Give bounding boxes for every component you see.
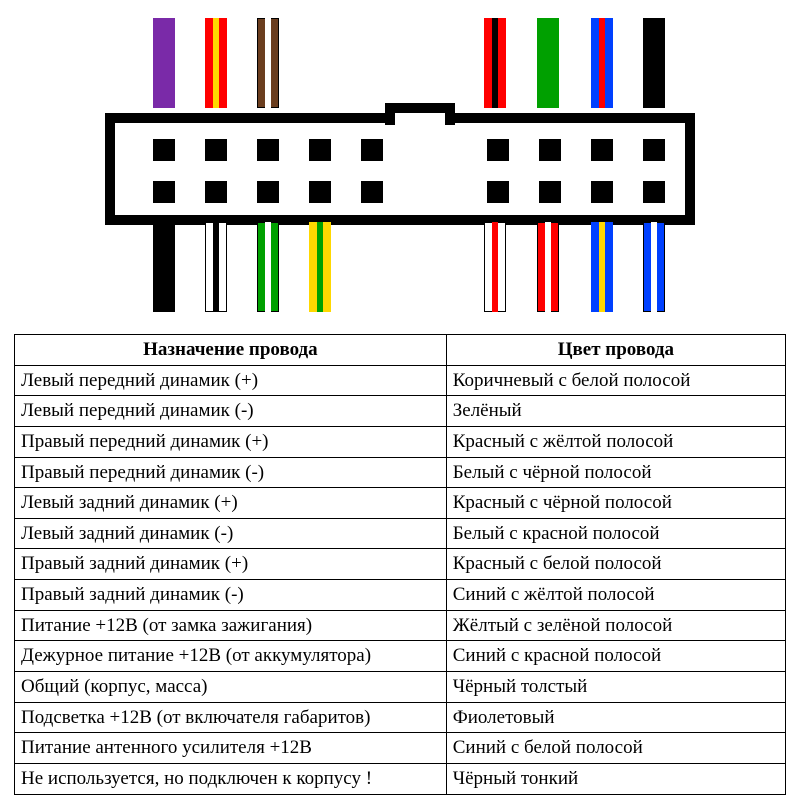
connector-body <box>105 103 695 225</box>
pin <box>539 181 561 203</box>
cell-color: Красный с белой полосой <box>446 549 785 580</box>
cell-purpose: Левый задний динамик (-) <box>15 518 447 549</box>
header-purpose: Назначение провода <box>15 335 447 366</box>
pin <box>309 139 331 161</box>
cell-purpose: Правый передний динамик (-) <box>15 457 447 488</box>
wire <box>257 222 279 312</box>
wire <box>484 18 506 108</box>
pin <box>205 181 227 203</box>
header-color: Цвет провода <box>446 335 785 366</box>
table-row: Левый передний динамик (+)Коричневый с б… <box>15 365 786 396</box>
wire <box>309 222 331 312</box>
pin <box>487 139 509 161</box>
table-row: Левый передний динамик (-)Зелёный <box>15 396 786 427</box>
wire <box>153 18 175 108</box>
cell-purpose: Правый задний динамик (+) <box>15 549 447 580</box>
connector-diagram <box>0 0 800 330</box>
pin <box>539 139 561 161</box>
table-row: Левый задний динамик (-)Белый с красной … <box>15 518 786 549</box>
cell-purpose: Подсветка +12В (от включателя габаритов) <box>15 702 447 733</box>
wire <box>537 18 559 108</box>
cell-purpose: Общий (корпус, масса) <box>15 672 447 703</box>
cell-purpose: Питание +12В (от замка зажигания) <box>15 610 447 641</box>
table-row: Правый задний динамик (+)Красный с белой… <box>15 549 786 580</box>
table-row: Питание +12В (от замка зажигания)Жёлтый … <box>15 610 786 641</box>
pin <box>205 139 227 161</box>
table-row: Не используется, но подключен к корпусу … <box>15 763 786 794</box>
wire <box>537 222 559 312</box>
cell-color: Синий с белой полосой <box>446 733 785 764</box>
wire <box>591 222 613 312</box>
cell-color: Красный с жёлтой полосой <box>446 426 785 457</box>
wire <box>591 18 613 108</box>
cell-purpose: Левый задний динамик (+) <box>15 488 447 519</box>
cell-purpose: Левый передний динамик (-) <box>15 396 447 427</box>
table-row: Правый задний динамик (-)Синий с жёлтой … <box>15 580 786 611</box>
pin <box>591 181 613 203</box>
cell-purpose: Не используется, но подключен к корпусу … <box>15 763 447 794</box>
cell-color: Чёрный толстый <box>446 672 785 703</box>
table-row: Левый задний динамик (+)Красный с чёрной… <box>15 488 786 519</box>
pin <box>361 181 383 203</box>
cell-color: Синий с жёлтой полосой <box>446 580 785 611</box>
pin <box>257 139 279 161</box>
wire <box>257 18 279 108</box>
cell-color: Зелёный <box>446 396 785 427</box>
cell-color: Коричневый с белой полосой <box>446 365 785 396</box>
cell-color: Синий с красной полосой <box>446 641 785 672</box>
cell-color: Чёрный тонкий <box>446 763 785 794</box>
table-row: Правый передний динамик (+)Красный с жёл… <box>15 426 786 457</box>
pin <box>153 181 175 203</box>
connector-shell <box>105 113 695 225</box>
cell-color: Белый с чёрной полосой <box>446 457 785 488</box>
cell-purpose: Правый задний динамик (-) <box>15 580 447 611</box>
connector-notch <box>385 103 455 125</box>
cell-color: Фиолетовый <box>446 702 785 733</box>
pin <box>257 181 279 203</box>
table-row: Дежурное питание +12В (от аккумулятора)С… <box>15 641 786 672</box>
pin <box>153 139 175 161</box>
pin <box>309 181 331 203</box>
cell-color: Жёлтый с зелёной полосой <box>446 610 785 641</box>
pin <box>591 139 613 161</box>
table-row: Питание антенного усилителя +12ВСиний с … <box>15 733 786 764</box>
wire <box>643 18 665 108</box>
wire <box>205 18 227 108</box>
cell-purpose: Питание антенного усилителя +12В <box>15 733 447 764</box>
wiring-table: Назначение провода Цвет провода Левый пе… <box>14 334 786 795</box>
wiring-table-wrap: Назначение провода Цвет провода Левый пе… <box>0 330 800 809</box>
table-body: Левый передний динамик (+)Коричневый с б… <box>15 365 786 794</box>
cell-purpose: Правый передний динамик (+) <box>15 426 447 457</box>
table-row: Правый передний динамик (-)Белый с чёрно… <box>15 457 786 488</box>
cell-purpose: Левый передний динамик (+) <box>15 365 447 396</box>
pin <box>487 181 509 203</box>
table-row: Подсветка +12В (от включателя габаритов)… <box>15 702 786 733</box>
cell-color: Красный с чёрной полосой <box>446 488 785 519</box>
cell-color: Белый с красной полосой <box>446 518 785 549</box>
wire <box>643 222 665 312</box>
wire <box>153 222 175 312</box>
cell-purpose: Дежурное питание +12В (от аккумулятора) <box>15 641 447 672</box>
pin <box>643 139 665 161</box>
pin <box>361 139 383 161</box>
pin <box>643 181 665 203</box>
wire <box>484 222 506 312</box>
table-row: Общий (корпус, масса)Чёрный толстый <box>15 672 786 703</box>
table-header-row: Назначение провода Цвет провода <box>15 335 786 366</box>
wire <box>205 222 227 312</box>
